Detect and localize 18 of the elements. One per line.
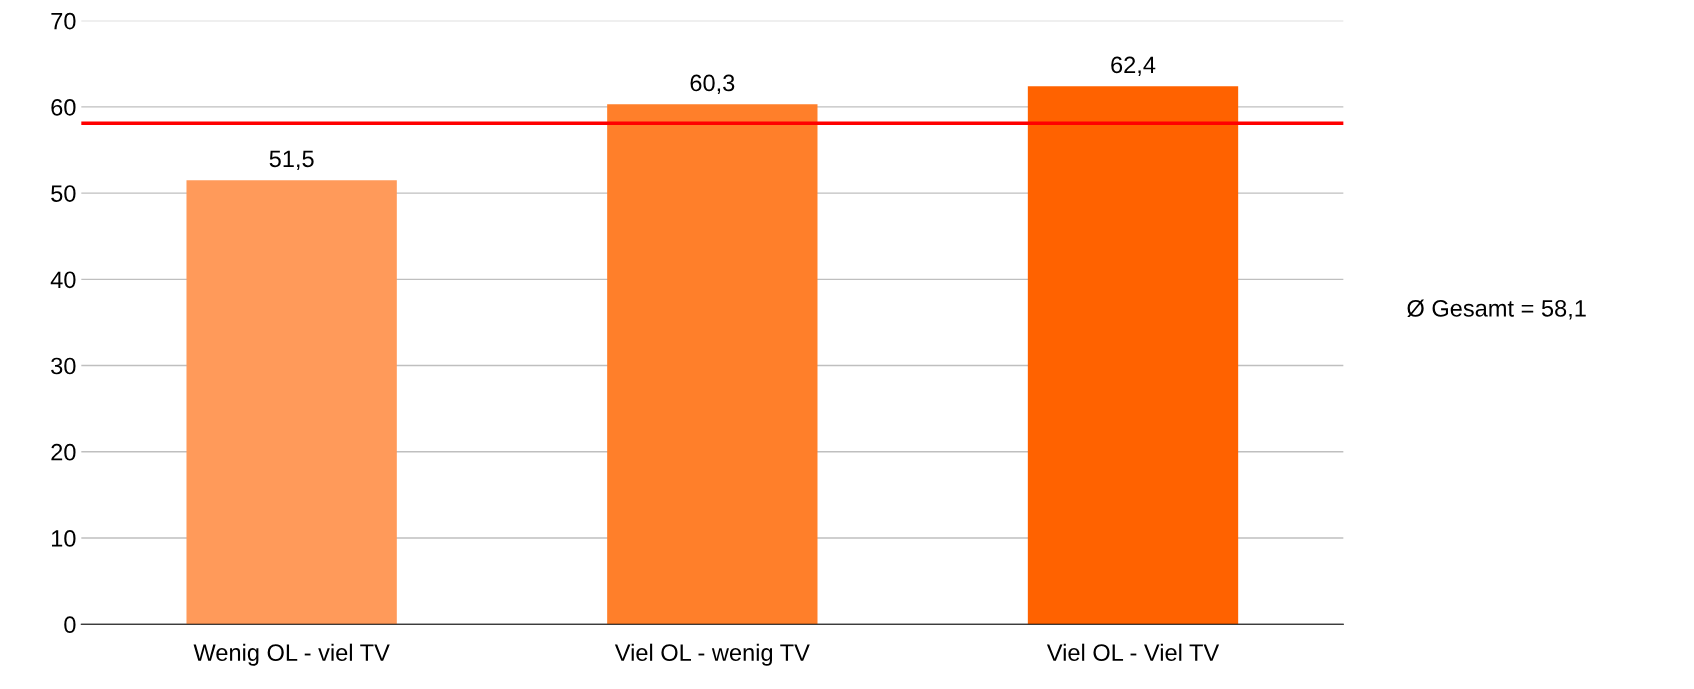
x-tick-label: Viel OL - wenig TV: [614, 643, 810, 666]
y-tick-label: 60: [51, 98, 76, 116]
bar: [186, 180, 397, 625]
data-label: 60,3: [690, 74, 735, 95]
y-tick-label: 10: [51, 530, 76, 547]
bar: [607, 104, 818, 625]
y-tick-label: 30: [51, 357, 76, 375]
y-tick-label: 40: [50, 271, 76, 289]
text: Ø Gesamt = 58,1: [1407, 299, 1586, 320]
data-label: 51,5: [269, 150, 314, 170]
y-tick-label: 50: [51, 185, 76, 202]
y-tick-label: 20: [51, 443, 76, 461]
x-tick-label: Viel OL - Viel TV: [1046, 643, 1220, 662]
bar: [1027, 86, 1239, 625]
data-label: 62,4: [1111, 56, 1156, 76]
y-tick-label: 0: [64, 616, 76, 634]
y-tick-label: 70: [51, 12, 76, 30]
x-tick-label: Wenig OL - viel TV: [193, 643, 390, 666]
